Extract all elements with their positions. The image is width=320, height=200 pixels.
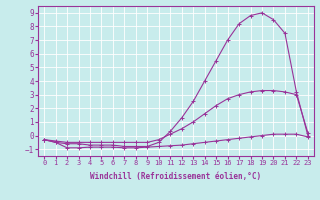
X-axis label: Windchill (Refroidissement éolien,°C): Windchill (Refroidissement éolien,°C) (91, 172, 261, 181)
